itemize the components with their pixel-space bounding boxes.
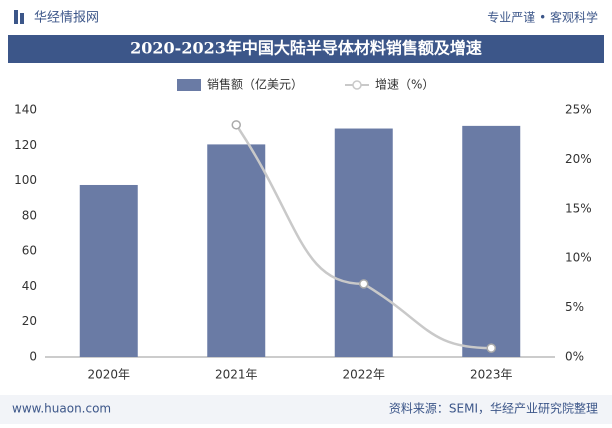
y2-tick-label: 10% — [565, 251, 592, 265]
website: www.huaon.com — [12, 402, 111, 416]
y2-tick-label: 0% — [565, 350, 584, 364]
bar — [462, 125, 521, 357]
slogan: 专业严谨 • 客观科学 — [487, 10, 598, 25]
line — [235, 124, 492, 350]
logo-text: 华经情报网 — [34, 11, 99, 26]
line-marker — [486, 343, 496, 353]
y-tick-label: 100 — [14, 173, 37, 187]
title-bar — [8, 35, 604, 63]
line-marker — [231, 120, 241, 130]
legend-swatch — [177, 79, 201, 91]
y2-tick-label: 20% — [565, 152, 592, 166]
bar — [334, 128, 393, 357]
y-tick-label: 120 — [14, 138, 37, 152]
x-tick-label: 2022年 — [342, 368, 385, 382]
y2-tick-label: 5% — [565, 300, 584, 314]
logo-icon — [20, 13, 24, 24]
footer-bar — [0, 395, 612, 424]
source: 资料来源：SEMI，华经产业研究院整理 — [389, 401, 598, 416]
line-marker — [359, 279, 369, 289]
y2-tick-label: 25% — [565, 103, 592, 117]
legend-label: 增速（%） — [375, 78, 434, 92]
y-tick-label: 80 — [22, 208, 37, 222]
x-tick-label: 2021年 — [215, 368, 258, 382]
x-tick-label: 2020年 — [87, 368, 130, 382]
chart-title: 2020-2023年中国大陆半导体材料销售额及增速 — [130, 39, 482, 58]
legend-label: 销售额（亿美元） — [207, 77, 303, 92]
y2-tick-label: 15% — [565, 201, 592, 215]
y-tick-label: 0 — [29, 350, 37, 364]
y-tick-label: 20 — [22, 314, 37, 328]
x-tick-label: 2023年 — [470, 368, 513, 382]
bar — [79, 184, 138, 357]
logo-icon — [14, 10, 18, 24]
bar — [207, 144, 266, 357]
y-tick-label: 60 — [22, 244, 37, 258]
legend-marker — [352, 80, 362, 90]
y-tick-label: 40 — [22, 279, 37, 293]
y-tick-label: 140 — [14, 103, 37, 117]
